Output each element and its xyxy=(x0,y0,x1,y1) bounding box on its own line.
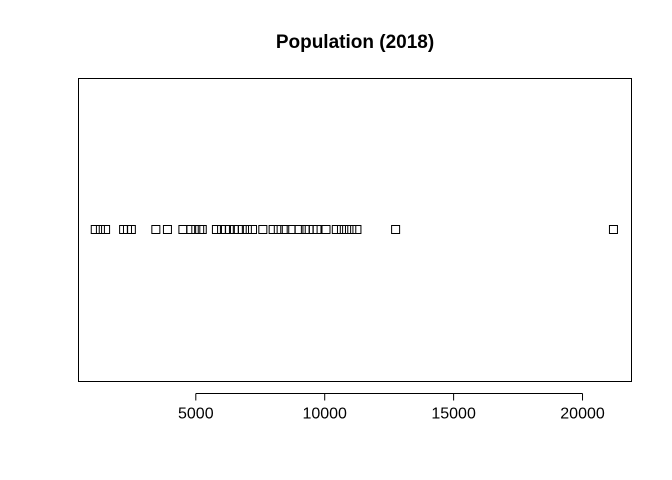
data-point xyxy=(224,225,234,234)
data-point xyxy=(342,225,352,234)
data-point xyxy=(90,225,100,234)
data-point xyxy=(312,225,322,234)
x-tick-label: 5000 xyxy=(178,406,214,423)
data-points xyxy=(90,225,618,234)
data-point xyxy=(258,225,268,234)
x-tick-label: 20000 xyxy=(560,406,605,423)
data-point xyxy=(608,225,618,234)
data-point xyxy=(178,225,188,234)
data-point xyxy=(268,225,278,234)
x-axis: 5000 10000 15000 20000 xyxy=(178,393,605,423)
data-point xyxy=(336,225,346,234)
data-point xyxy=(151,225,161,234)
data-point xyxy=(273,225,283,234)
data-point xyxy=(248,225,258,234)
x-tick-label: 10000 xyxy=(302,406,347,423)
data-point xyxy=(321,225,331,234)
chart-title: Population (2018) xyxy=(276,32,434,53)
data-point xyxy=(294,225,304,234)
data-point xyxy=(101,225,111,234)
data-point xyxy=(242,225,252,234)
data-point xyxy=(352,225,362,234)
data-point xyxy=(280,225,290,234)
data-point xyxy=(331,225,341,234)
plot-frame xyxy=(78,78,632,382)
x-tick-label: 15000 xyxy=(431,406,476,423)
data-point xyxy=(391,225,401,234)
data-point xyxy=(237,225,247,234)
data-point xyxy=(347,225,357,234)
data-point xyxy=(95,225,105,234)
data-point xyxy=(186,225,196,234)
data-point xyxy=(162,225,172,234)
data-point xyxy=(126,225,136,234)
data-point xyxy=(197,225,207,234)
data-point xyxy=(211,225,221,234)
